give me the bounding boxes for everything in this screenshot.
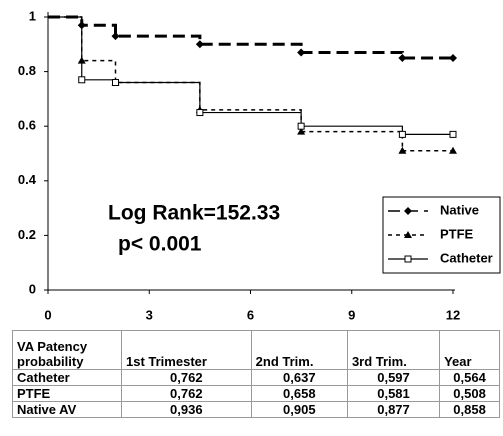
table-cell: 0,762: [121, 385, 252, 402]
marker: [112, 79, 119, 87]
table-cell: 1st Trimester: [121, 330, 252, 370]
x-tick-label: 0: [44, 307, 51, 322]
data-table: VA Patency probability 1st Trimester 2nd T…: [12, 330, 500, 418]
table-cell: 0,762: [121, 369, 252, 386]
marker: [78, 76, 86, 84]
y-tick-label: 0.6: [18, 118, 36, 133]
table-row: PTFE 0,762 0,658 0,581 0,508: [12, 385, 500, 402]
table-cell: Year: [439, 330, 500, 370]
marker: [449, 146, 457, 154]
legend-label: PTFE: [440, 226, 474, 241]
marker: [297, 127, 306, 135]
x-tick-label: 9: [348, 307, 355, 322]
annotation: Log Rank=152.33: [108, 202, 280, 225]
legend-label: Native: [440, 202, 479, 217]
marker: [449, 130, 457, 138]
table-cell: PTFE: [12, 385, 122, 402]
marker: [195, 40, 204, 49]
survival-line: [48, 16, 453, 135]
marker: [297, 48, 306, 57]
marker: [398, 130, 406, 138]
table-row: VA Patency probability 1st Trimester 2nd T…: [12, 330, 500, 370]
survival-line: [48, 16, 453, 152]
marker: [196, 109, 204, 117]
legend-marker: [404, 231, 412, 238]
y-tick-label: 0.8: [18, 63, 36, 78]
annotation: p< 0.001: [118, 233, 202, 256]
table-cell: 0,581: [346, 385, 441, 402]
legend-marker: [404, 255, 412, 263]
y-tick-label: 0.4: [18, 172, 37, 187]
legend-box: [382, 196, 501, 274]
table-cell: 0,597: [346, 369, 441, 386]
table-cell: 0,905: [250, 401, 348, 418]
table-cell: 0,658: [250, 385, 348, 402]
table-cell: 0,508: [439, 385, 500, 402]
y-tick-label: 0: [29, 281, 36, 296]
marker: [398, 146, 407, 154]
table-cell: 0,858: [439, 401, 500, 418]
y-tick-label: 1: [29, 8, 36, 23]
x-tick-label: 12: [446, 307, 460, 322]
table-cell: 0,877: [346, 401, 441, 418]
table-row: Catheter 0,762 0,637 0,597 0,564: [12, 369, 500, 386]
table-cell: 0,564: [439, 369, 500, 386]
marker: [398, 53, 407, 62]
table-cell: Native AV: [12, 401, 122, 418]
marker: [111, 32, 120, 41]
legend-marker: [404, 207, 412, 215]
table-cell: 0,637: [250, 369, 348, 386]
marker: [449, 53, 457, 62]
x-tick-label: 6: [247, 307, 254, 322]
legend-label: Catheter: [440, 250, 493, 265]
table-cell: VA Patency probability: [12, 330, 122, 370]
marker: [297, 122, 305, 130]
table-cell: 0,936: [121, 401, 252, 418]
table-cell: 3rd Trim.: [346, 330, 441, 370]
chart: Log Rank=152.33 p< 0.001 0 0.2 0.4 0.6 0.8 1 0…: [18, 8, 501, 322]
table-cell: Catheter: [12, 369, 122, 386]
table-cell: 2nd Trim.: [250, 330, 348, 370]
x-tick-label: 3: [146, 307, 153, 322]
survival-line: [48, 15, 453, 60]
y-tick-label: 0.2: [18, 227, 36, 242]
table-row: Native AV 0,936 0,905 0,877 0,858: [12, 401, 500, 418]
